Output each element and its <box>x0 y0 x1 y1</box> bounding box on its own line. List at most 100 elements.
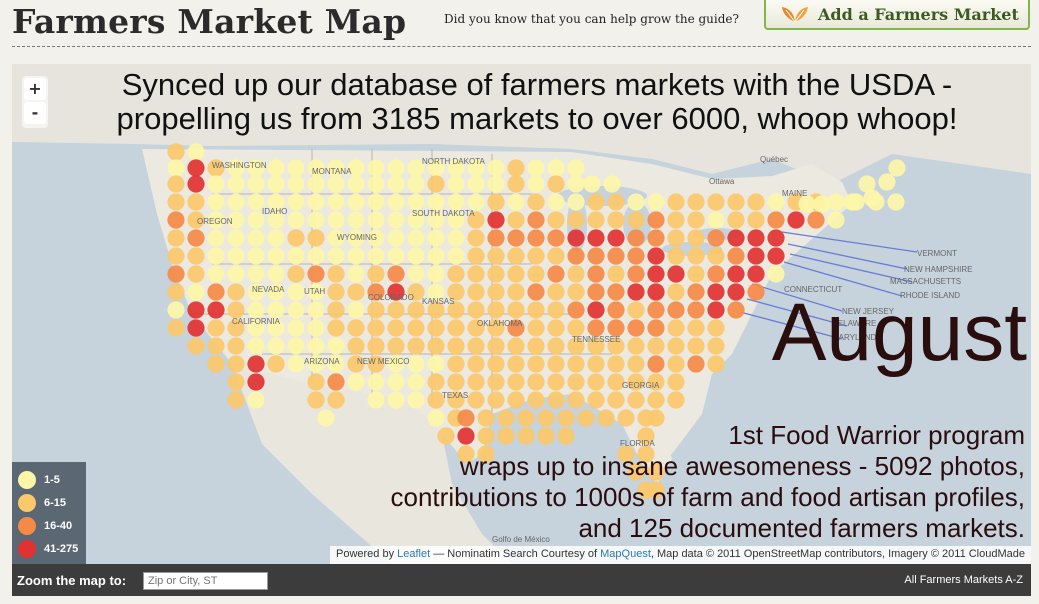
market-cluster-marker[interactable] <box>667 193 685 211</box>
market-cluster-marker[interactable] <box>727 193 745 211</box>
market-cluster-marker[interactable] <box>327 301 345 319</box>
market-cluster-marker[interactable] <box>627 373 645 391</box>
market-cluster-marker[interactable] <box>347 283 365 301</box>
market-cluster-marker[interactable] <box>477 409 495 427</box>
market-cluster-marker[interactable] <box>707 337 725 355</box>
market-cluster-marker[interactable] <box>307 159 325 177</box>
market-cluster-marker[interactable] <box>207 319 225 337</box>
market-cluster-marker[interactable] <box>707 319 725 337</box>
market-cluster-marker[interactable] <box>167 265 185 283</box>
market-cluster-marker[interactable] <box>287 319 305 337</box>
market-cluster-marker[interactable] <box>207 301 225 319</box>
market-cluster-marker[interactable] <box>247 391 265 409</box>
market-cluster-marker[interactable] <box>627 265 645 283</box>
market-cluster-marker[interactable] <box>427 373 445 391</box>
market-cluster-marker[interactable] <box>667 301 685 319</box>
market-cluster-marker[interactable] <box>507 373 525 391</box>
market-cluster-marker[interactable] <box>567 159 585 177</box>
market-cluster-marker[interactable] <box>367 337 385 355</box>
market-cluster-marker[interactable] <box>447 211 465 229</box>
market-cluster-marker[interactable] <box>427 159 445 177</box>
market-cluster-marker[interactable] <box>747 193 765 211</box>
market-cluster-marker[interactable] <box>287 193 305 211</box>
market-cluster-marker[interactable] <box>667 337 685 355</box>
market-cluster-marker[interactable] <box>387 229 405 247</box>
market-cluster-marker[interactable] <box>687 301 705 319</box>
market-cluster-marker[interactable] <box>387 247 405 265</box>
market-cluster-marker[interactable] <box>527 175 545 193</box>
market-cluster-marker[interactable] <box>707 193 725 211</box>
market-cluster-marker[interactable] <box>727 247 745 265</box>
market-cluster-marker[interactable] <box>863 189 881 207</box>
zoom-out-button[interactable]: - <box>24 102 46 124</box>
market-cluster-marker[interactable] <box>557 427 575 445</box>
market-cluster-marker[interactable] <box>487 355 505 373</box>
market-cluster-marker[interactable] <box>647 337 665 355</box>
market-cluster-marker[interactable] <box>647 247 665 265</box>
market-cluster-marker[interactable] <box>247 337 265 355</box>
market-cluster-marker[interactable] <box>567 229 585 247</box>
market-cluster-marker[interactable] <box>887 193 905 211</box>
market-cluster-marker[interactable] <box>287 247 305 265</box>
market-cluster-marker[interactable] <box>767 193 785 211</box>
market-cluster-marker[interactable] <box>387 193 405 211</box>
market-cluster-marker[interactable] <box>387 265 405 283</box>
market-cluster-marker[interactable] <box>607 247 625 265</box>
market-cluster-marker[interactable] <box>487 175 505 193</box>
market-cluster-marker[interactable] <box>447 355 465 373</box>
market-cluster-marker[interactable] <box>707 355 725 373</box>
market-cluster-marker[interactable] <box>347 355 365 373</box>
market-cluster-marker[interactable] <box>527 391 545 409</box>
market-cluster-marker[interactable] <box>617 409 635 427</box>
market-cluster-marker[interactable] <box>367 391 385 409</box>
market-cluster-marker[interactable] <box>307 355 325 373</box>
market-cluster-marker[interactable] <box>767 229 785 247</box>
market-cluster-marker[interactable] <box>487 391 505 409</box>
market-cluster-marker[interactable] <box>247 193 265 211</box>
market-cluster-marker[interactable] <box>227 301 245 319</box>
market-cluster-marker[interactable] <box>347 193 365 211</box>
market-cluster-marker[interactable] <box>327 337 345 355</box>
market-cluster-marker[interactable] <box>327 247 345 265</box>
market-cluster-marker[interactable] <box>367 373 385 391</box>
market-cluster-marker[interactable] <box>547 211 565 229</box>
market-cluster-marker[interactable] <box>447 301 465 319</box>
market-cluster-marker[interactable] <box>387 159 405 177</box>
market-cluster-marker[interactable] <box>597 409 615 427</box>
market-cluster-marker[interactable] <box>497 409 515 427</box>
market-cluster-marker[interactable] <box>637 427 655 445</box>
market-cluster-marker[interactable] <box>307 391 325 409</box>
market-cluster-marker[interactable] <box>858 175 876 193</box>
market-cluster-marker[interactable] <box>387 391 405 409</box>
zoom-in-button[interactable]: + <box>24 78 46 100</box>
market-cluster-marker[interactable] <box>327 355 345 373</box>
market-cluster-marker[interactable] <box>187 175 205 193</box>
market-cluster-marker[interactable] <box>487 159 505 177</box>
market-cluster-marker[interactable] <box>287 355 305 373</box>
market-cluster-marker[interactable] <box>267 265 285 283</box>
market-cluster-marker[interactable] <box>457 409 475 427</box>
market-cluster-marker[interactable] <box>567 319 585 337</box>
market-cluster-marker[interactable] <box>207 283 225 301</box>
market-cluster-marker[interactable] <box>387 301 405 319</box>
market-cluster-marker[interactable] <box>747 247 765 265</box>
market-cluster-marker[interactable] <box>267 319 285 337</box>
market-cluster-marker[interactable] <box>227 175 245 193</box>
market-cluster-marker[interactable] <box>567 391 585 409</box>
market-cluster-marker[interactable] <box>167 319 185 337</box>
market-cluster-marker[interactable] <box>167 247 185 265</box>
market-cluster-marker[interactable] <box>687 229 705 247</box>
market-cluster-marker[interactable] <box>347 229 365 247</box>
market-cluster-marker[interactable] <box>587 391 605 409</box>
market-cluster-marker[interactable] <box>767 211 785 229</box>
market-cluster-marker[interactable] <box>347 319 365 337</box>
market-cluster-marker[interactable] <box>547 265 565 283</box>
market-cluster-marker[interactable] <box>487 265 505 283</box>
market-cluster-marker[interactable] <box>347 265 365 283</box>
market-cluster-marker[interactable] <box>467 159 485 177</box>
market-cluster-marker[interactable] <box>467 175 485 193</box>
market-cluster-marker[interactable] <box>607 283 625 301</box>
market-cluster-marker[interactable] <box>727 283 745 301</box>
market-cluster-marker[interactable] <box>347 175 365 193</box>
market-cluster-marker[interactable] <box>547 193 565 211</box>
